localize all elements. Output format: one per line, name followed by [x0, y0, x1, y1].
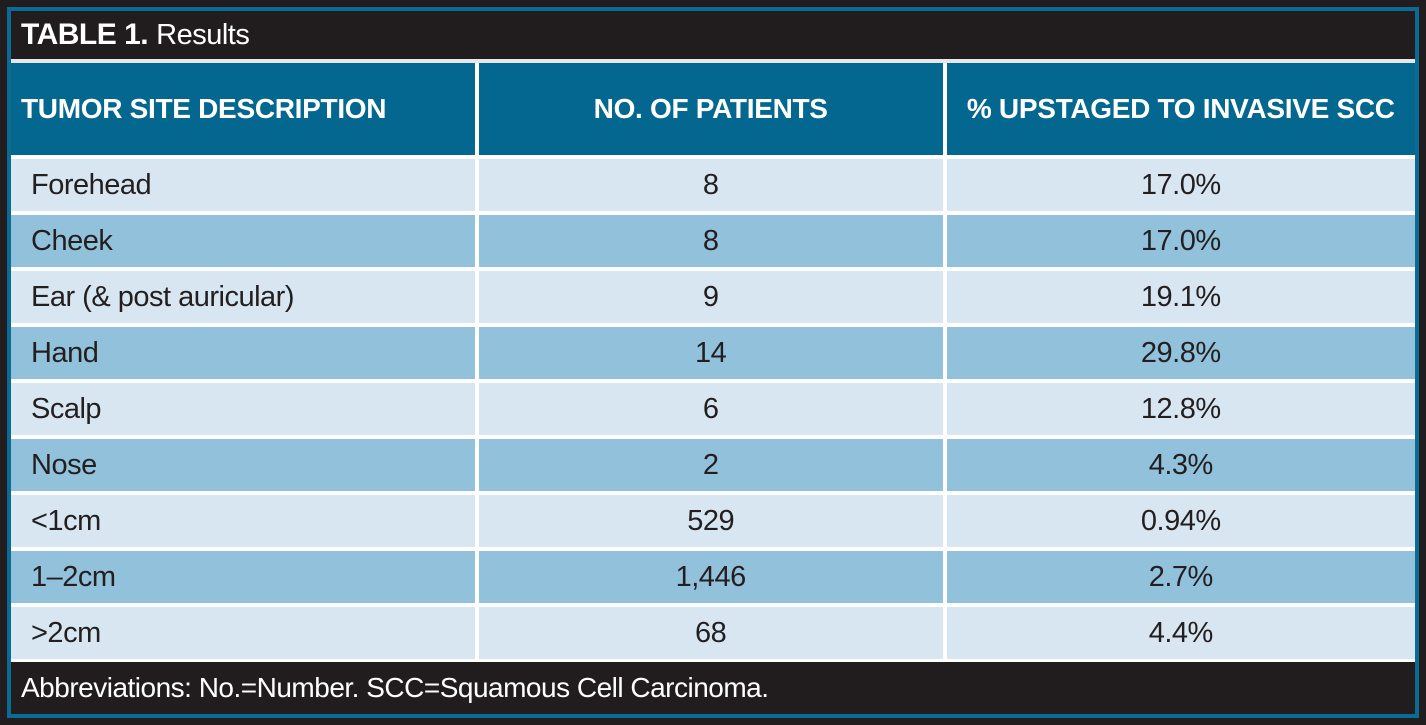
table-number: TABLE 1.	[21, 18, 149, 51]
cell-site: Hand	[11, 327, 475, 379]
cell-patients: 1,446	[478, 551, 943, 603]
cell-patients: 68	[478, 607, 943, 659]
cell-patients: 9	[478, 271, 943, 323]
column-header-no-of-patients: NO. OF PATIENTS	[478, 63, 943, 155]
cell-site: Cheek	[11, 215, 475, 267]
abbreviations-text: Abbreviations: No.=Number. SCC=Squamous …	[21, 672, 769, 703]
results-table: TUMOR SITE DESCRIPTION NO. OF PATIENTS %…	[11, 63, 1415, 662]
column-header-pct-upstaged: % UPSTAGED TO INVASIVE SCC	[946, 63, 1415, 155]
cell-upstaged: 12.8%	[946, 383, 1415, 435]
cell-upstaged: 29.8%	[946, 327, 1415, 379]
cell-site: Scalp	[11, 383, 475, 435]
cell-patients: 14	[478, 327, 943, 379]
cell-patients: 8	[478, 159, 943, 211]
cell-upstaged: 17.0%	[946, 215, 1415, 267]
cell-upstaged: 17.0%	[946, 159, 1415, 211]
cell-patients: 8	[478, 215, 943, 267]
cell-site: <1cm	[11, 495, 475, 547]
cell-patients: 6	[478, 383, 943, 435]
cell-site: Forehead	[11, 159, 475, 211]
cell-upstaged: 19.1%	[946, 271, 1415, 323]
table-frame: TABLE 1. Results TUMOR SITE DESCRIPTION …	[7, 7, 1419, 718]
cell-site: Ear (& post auricular)	[11, 271, 475, 323]
cell-patients: 2	[478, 439, 943, 491]
column-header-tumor-site: TUMOR SITE DESCRIPTION	[11, 63, 475, 155]
cell-site: 1–2cm	[11, 551, 475, 603]
table-title-bar: TABLE 1. Results	[11, 11, 1415, 63]
cell-upstaged: 2.7%	[946, 551, 1415, 603]
cell-site: Nose	[11, 439, 475, 491]
cell-upstaged: 4.3%	[946, 439, 1415, 491]
cell-site: >2cm	[11, 607, 475, 659]
table-title: Results	[156, 18, 250, 51]
cell-upstaged: 0.94%	[946, 495, 1415, 547]
cell-upstaged: 4.4%	[946, 607, 1415, 659]
cell-patients: 529	[478, 495, 943, 547]
abbreviations-bar: Abbreviations: No.=Number. SCC=Squamous …	[11, 662, 1415, 714]
